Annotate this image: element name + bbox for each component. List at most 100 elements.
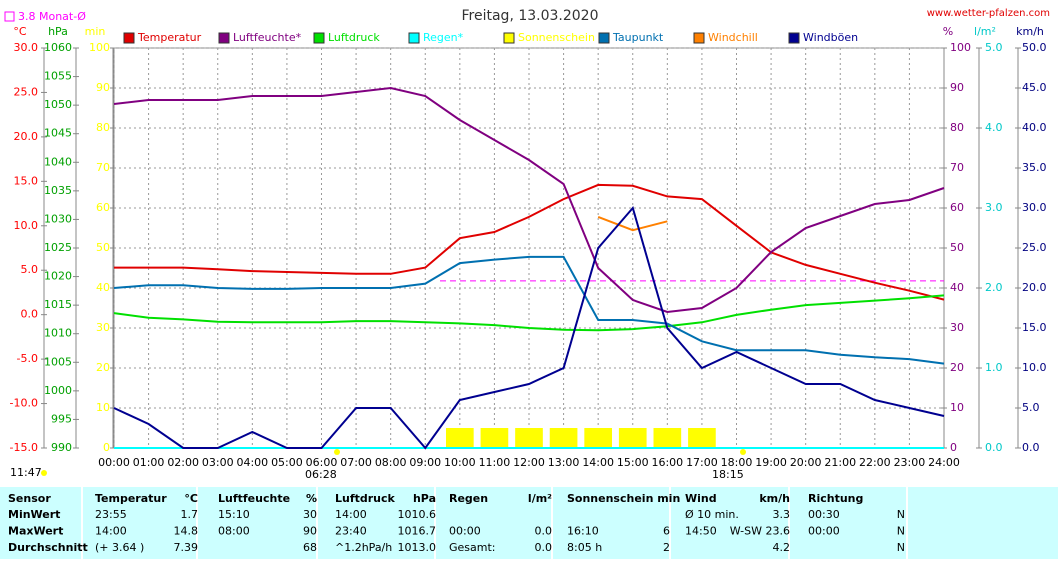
sun-icon [41, 470, 47, 476]
table-cell: 14:00 [335, 508, 367, 521]
monthly-avg-icon [4, 11, 15, 22]
y-tick-label: 3.0 [985, 201, 1003, 214]
table-cell: l/m² [528, 492, 552, 505]
y-tick-label: 1020 [44, 270, 72, 283]
sunset-icon [740, 449, 746, 455]
sunshine-bar [584, 428, 612, 448]
legend-label: Luftfeuchte* [233, 31, 302, 44]
y-tick-label: 40.0 [1022, 121, 1047, 134]
table-cell: Luftdruck [335, 492, 396, 505]
x-tick-label: 07:00 [340, 456, 372, 469]
x-tick-label: 03:00 [202, 456, 234, 469]
legend-swatch [313, 32, 325, 44]
y-tick-label: 20.0 [14, 130, 39, 143]
axis-unit: l/m² [974, 25, 996, 38]
y-tick-label: 25.0 [1022, 241, 1047, 254]
sunshine-bar [618, 428, 647, 448]
table-cell: MaxWert [8, 525, 63, 538]
y-tick-label: 10.0 [1022, 361, 1047, 374]
x-tick-label: 14:00 [582, 456, 614, 469]
table-cell: Richtung [808, 492, 863, 505]
y-tick-label: 30 [950, 321, 964, 334]
y-tick-label: 30.0 [1022, 201, 1047, 214]
table-cell: 90 [303, 525, 317, 538]
table-cell: 00:30 [808, 508, 840, 521]
x-tick-label: 18:00 [721, 456, 753, 469]
y-tick-label: 50 [96, 241, 110, 254]
table-cell: 14.8 [174, 525, 199, 538]
y-tick-label: 80 [950, 121, 964, 134]
y-tick-label: 4.0 [985, 121, 1003, 134]
x-tick-label: 13:00 [548, 456, 580, 469]
series-line [597, 215, 668, 232]
y-tick-label: 90 [950, 81, 964, 94]
legend-swatch [503, 32, 515, 44]
axis-unit: km/h [1016, 25, 1044, 38]
y-tick-label: 1005 [44, 355, 72, 368]
y-tick-label: 1.0 [985, 361, 1003, 374]
legend-label: Temperatur [137, 31, 202, 44]
x-tick-label: 11:00 [479, 456, 511, 469]
legend-label: Windböen [803, 31, 858, 44]
y-tick-label: 1000 [44, 384, 72, 397]
table-cell: 08:00 [218, 525, 250, 538]
table-cell: 0.0 [535, 541, 553, 554]
table-cell: 6 [663, 525, 670, 538]
y-tick-label: 1050 [44, 98, 72, 111]
table-cell: 4.2 [773, 541, 791, 554]
table-cell: 23:55 [95, 508, 127, 521]
y-tick-label: 50 [950, 241, 964, 254]
table-cell: 15:10 [218, 508, 250, 521]
series-line [113, 294, 945, 332]
y-tick-label: 30.0 [14, 41, 39, 54]
y-tick-label: 25.0 [14, 85, 39, 98]
table-cell: Regen [449, 492, 488, 505]
y-tick-label: 50.0 [1022, 41, 1047, 54]
y-tick-label: 10 [96, 401, 110, 414]
table-cell: Sensor [8, 492, 51, 505]
sunshine-bar [480, 428, 509, 448]
y-tick-label: 1055 [44, 70, 72, 83]
sunshine-bar [688, 428, 716, 448]
legend-label: Taupunkt [612, 31, 664, 44]
y-tick-label: -15.0 [10, 441, 38, 454]
axis-unit: °C [13, 25, 27, 38]
legend-label: Luftdruck [328, 31, 380, 44]
y-tick-label: -5.0 [17, 352, 38, 365]
table-cell: MinWert [8, 508, 60, 521]
y-tick-label: 60 [96, 201, 110, 214]
y-tick-label: 5.0 [1022, 401, 1040, 414]
y-tick-label: 2.0 [985, 281, 1003, 294]
sunshine-bar [549, 428, 578, 448]
y-tick-label: 1035 [44, 184, 72, 197]
table-cell: N [897, 541, 905, 554]
x-tick-label: 16:00 [651, 456, 683, 469]
table-cell: 14:50 [685, 525, 717, 538]
series-line [113, 205, 945, 450]
table-cell: km/h [759, 492, 790, 505]
y-tick-label: 0.0 [1022, 441, 1040, 454]
x-tick-label: 19:00 [755, 456, 787, 469]
day-length: 11:47 [10, 466, 42, 479]
table-cell: % [306, 492, 317, 505]
x-tick-label: 04:00 [236, 456, 268, 469]
monthly-avg-label: 3.8 Monat-Ø [18, 10, 86, 23]
x-tick-label: 15:00 [617, 456, 649, 469]
y-tick-label: 20.0 [1022, 281, 1047, 294]
y-tick-label: 990 [51, 441, 72, 454]
y-tick-label: 20 [96, 361, 110, 374]
legend-swatch [218, 32, 230, 44]
x-tick-label: 12:00 [513, 456, 545, 469]
x-tick-label: 10:00 [444, 456, 476, 469]
table-cell: 00:00 [808, 525, 840, 538]
y-tick-label: 45.0 [1022, 81, 1047, 94]
y-tick-label: 100 [950, 41, 971, 54]
y-tick-label: 1015 [44, 298, 72, 311]
x-tick-label: 01:00 [133, 456, 165, 469]
table-cell: 8:05 h [567, 541, 602, 554]
source: www.wetter-pfalzen.com [927, 8, 1050, 19]
y-tick-label: 0 [103, 441, 110, 454]
y-tick-label: 0.0 [985, 441, 1003, 454]
legend-swatch [408, 32, 420, 44]
x-tick-label: 21:00 [824, 456, 856, 469]
